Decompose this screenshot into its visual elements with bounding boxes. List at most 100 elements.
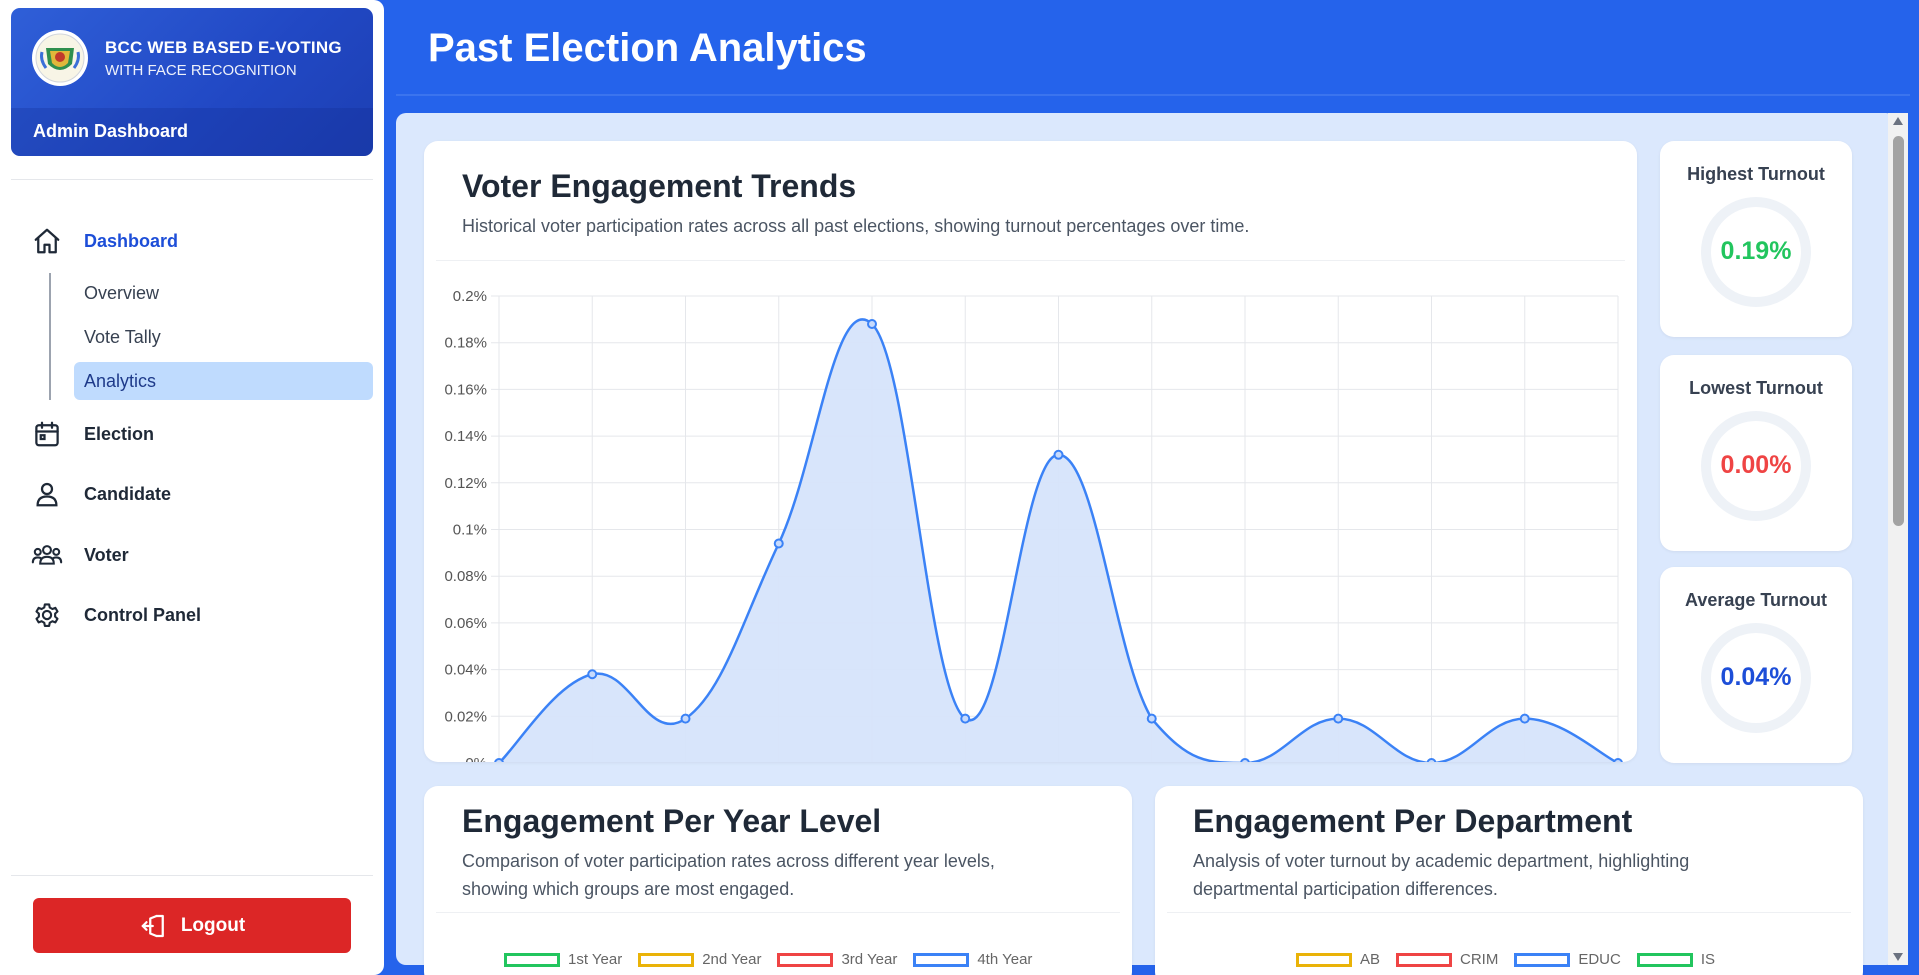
year-level-card: Engagement Per Year Level Comparison of … [424,786,1132,975]
legend-label: 1st Year [568,951,623,968]
legend-item[interactable]: 4th Year [913,951,1032,968]
y-tick-label: 0.16% [444,381,487,398]
brand-panel: BCC WEB BASED E-VOTING WITH FACE RECOGNI… [11,8,373,156]
section-label: Admin Dashboard [11,108,373,156]
legend-swatch [504,952,560,967]
y-tick-label: 0.1% [453,522,487,539]
logout-button[interactable]: Logout [33,898,351,953]
school-logo [32,30,88,86]
y-tick-label: 0.18% [444,335,487,352]
divider [436,912,1120,913]
average-turnout-card: Average Turnout 0.04% [1660,567,1852,763]
y-tick-label: 0.14% [444,428,487,445]
home-icon [30,224,64,258]
legend-label: CRIM [1460,951,1499,968]
nav-candidate[interactable]: Candidate [30,474,171,514]
divider [11,179,373,180]
legend-item[interactable]: EDUC [1514,951,1621,968]
sidebar: BCC WEB BASED E-VOTING WITH FACE RECOGNI… [0,0,384,975]
department-legend: AB CRIM EDUC IS [1296,951,1731,968]
trend-chart: 0% 0.02% 0.04% 0.06% 0.08% 0.1% 0.12% 0.14% 0.16… [444,288,1623,762]
legend-swatch [1636,952,1693,967]
lowest-turnout-ring [1701,411,1811,521]
calendar-icon [30,417,64,451]
brand-title: BCC WEB BASED E-VOTING [105,38,342,57]
average-turnout-ring [1701,623,1811,733]
divider [1167,912,1851,913]
y-tick-label: 0.08% [444,568,487,585]
data-point [1519,713,1530,724]
legend-swatch [638,952,695,967]
divider [436,260,1625,261]
nav-candidate-label: Candidate [84,483,172,504]
department-description: Analysis of voter turnout by academic de… [1193,851,1690,899]
lowest-turnout-value: 0.00% [1720,451,1792,479]
y-tick-label: 0.02% [444,708,487,725]
data-point [960,713,971,724]
highest-turnout-label: Highest Turnout [1687,164,1825,184]
nav-election-label: Election [84,423,155,444]
scrollbar[interactable] [1888,113,1908,965]
legend-item[interactable]: AB [1296,951,1380,968]
data-point [1146,713,1157,724]
average-turnout-label: Average Turnout [1684,590,1827,610]
trends-card: Voter Engagement Trends Historical voter… [424,141,1637,762]
department-title: Engagement Per Department [1193,803,1633,839]
legend-label: EDUC [1578,951,1621,968]
nav-dashboard[interactable]: Dashboard [30,221,178,261]
scroll-up-icon[interactable] [1893,117,1903,125]
legend-label: 4th Year [977,951,1033,968]
page-header: Past Election Analytics [396,0,1910,96]
scroll-down-icon[interactable] [1893,953,1903,961]
year-level-title: Engagement Per Year Level [462,803,882,839]
department-card: Engagement Per Department Analysis of vo… [1155,786,1863,975]
data-point [867,319,877,330]
average-turnout-value: 0.04% [1720,663,1792,691]
brand-subtitle: WITH FACE RECOGNITION [105,62,297,79]
legend-item[interactable]: 3rd Year [777,951,897,968]
legend-item[interactable]: 2nd Year [638,951,761,968]
data-point [1613,758,1623,762]
legend-swatch [913,952,970,967]
sub-item-overview[interactable]: Overview [84,283,160,303]
legend-item[interactable]: IS [1636,951,1715,968]
legend-swatch [1514,952,1571,967]
highest-turnout-ring [1701,197,1811,307]
data-point [1240,758,1250,762]
lowest-turnout-card: Lowest Turnout 0.00% [1660,355,1852,551]
data-point [773,538,784,549]
legend-item[interactable]: CRIM [1396,951,1498,968]
nav-election[interactable]: Election [30,414,154,454]
legend-label: 3rd Year [841,951,898,968]
user-icon [30,477,64,511]
users-icon [30,538,64,572]
y-tick-label: 0.06% [444,615,487,632]
data-point [1333,713,1344,724]
nav-dashboard-label: Dashboard [84,230,179,251]
trends-title: Voter Engagement Trends [462,168,857,204]
nav-voter-label: Voter [84,544,129,565]
logout-icon [139,911,169,941]
series-line [498,318,1619,762]
highest-turnout-card: Highest Turnout 0.19% [1660,141,1852,337]
page-title: Past Election Analytics [428,26,867,70]
year-level-legend: 1st Year 2nd Year 3rd Year 4th Year [504,951,1048,968]
y-tick-label: 0% [465,755,487,762]
nav-voter[interactable]: Voter [30,535,129,575]
submenu-line [49,273,51,400]
data-point [1053,449,1064,460]
y-tick-label: 0.04% [444,662,487,679]
scrollbar-thumb[interactable] [1893,136,1904,526]
area-fill [499,319,1617,762]
legend-swatch [1296,952,1352,967]
divider [11,875,373,876]
legend-item[interactable]: 1st Year [504,951,622,968]
year-level-description: Comparison of voter participation rates … [462,851,995,899]
sub-item-analytics[interactable]: Analytics [74,362,373,400]
legend-label: 2nd Year [702,951,762,968]
logout-label: Logout [180,914,246,936]
gear-icon [30,598,64,632]
nav-control-panel[interactable]: Control Panel [30,595,201,635]
data-point [494,758,504,762]
sub-item-vote-tally[interactable]: Vote Tally [84,327,161,347]
